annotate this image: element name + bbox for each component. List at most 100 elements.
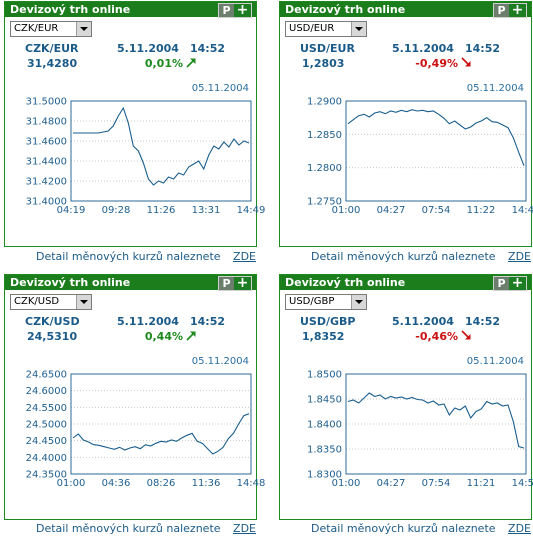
- logo-plus-icon: +: [509, 3, 526, 17]
- widget-usd-eur: Devizový trh online P + USD/EUR USD/EUR …: [279, 1, 533, 247]
- y-tick-label: 1.8500: [307, 370, 342, 381]
- series-line: [73, 106, 250, 186]
- logo-plus-icon: +: [234, 3, 251, 17]
- x-tick-label: 01:00: [57, 478, 86, 489]
- trend-arrow-icon: [186, 331, 196, 341]
- y-tick-label: 1.8350: [307, 445, 342, 456]
- logo: P +: [493, 3, 527, 18]
- x-tick-label: 04:27: [377, 478, 406, 489]
- widget-header: Devizový trh online P +: [5, 275, 256, 291]
- pair-label: CZK/EUR: [25, 42, 79, 55]
- currency-select[interactable]: CZK/EUR: [10, 21, 92, 37]
- y-tick-label: 31.4200: [26, 177, 67, 188]
- logo: P +: [218, 276, 252, 291]
- rate-value: 31,4280: [27, 57, 78, 70]
- logo-p-icon: P: [494, 277, 509, 290]
- trend-arrow-icon: [461, 57, 471, 67]
- currency-select[interactable]: USD/EUR: [285, 21, 367, 37]
- price-chart: 31.5000 31.4800 31.4600 31.4400 31.4200 31.40…: [26, 97, 266, 217]
- quote-date: 5.11.2004: [392, 42, 454, 55]
- chart-date: 05.11.2004: [466, 83, 524, 94]
- y-tick-label: 31.4400: [26, 157, 67, 168]
- series-line: [347, 109, 525, 166]
- y-tick-label: 1.8400: [307, 420, 342, 431]
- detail-text: Detail měnových kurzů naleznete: [36, 522, 221, 535]
- change-value: 0,44%: [144, 330, 183, 343]
- x-tick-label: 11:36: [192, 478, 221, 489]
- pair-label: USD/GBP: [300, 315, 356, 328]
- plot-frame: [345, 373, 527, 475]
- change-value: 0,01%: [144, 57, 183, 70]
- quote-time: 14:52: [190, 42, 226, 55]
- series-line: [72, 413, 250, 455]
- chevron-down-icon[interactable]: [351, 22, 366, 36]
- pair-label: USD/EUR: [300, 42, 355, 55]
- chevron-down-icon[interactable]: [351, 295, 366, 309]
- y-tick-label: 24.5500: [26, 403, 67, 414]
- trend-arrow-icon: [461, 330, 471, 340]
- x-tick-label: 01:00: [332, 478, 361, 489]
- x-tick-label: 04:19: [57, 205, 86, 216]
- chevron-down-icon[interactable]: [76, 295, 91, 309]
- series-line: [347, 392, 525, 449]
- widget-title: Devizový trh online: [10, 3, 131, 16]
- currency-select[interactable]: CZK/USD: [10, 294, 92, 310]
- detail-link[interactable]: ZDE: [233, 250, 256, 263]
- x-tick-label: 13:31: [192, 205, 221, 216]
- chart-date: 05.11.2004: [466, 356, 524, 367]
- trend-arrow-icon: [186, 58, 196, 68]
- x-tick-label: 11:21: [467, 478, 496, 489]
- price-chart: 24.6500 24.6000 24.5500 24.5000 24.4500 24.40…: [26, 370, 266, 490]
- plot-frame: [70, 373, 252, 475]
- x-tick-label: 09:28: [102, 205, 131, 216]
- x-tick-label: 11:26: [147, 205, 176, 216]
- y-tick-label: 31.4000: [26, 197, 67, 208]
- y-tick-label: 24.6500: [26, 370, 67, 381]
- detail-text: Detail měnových kurzů naleznete: [36, 250, 221, 263]
- widget-header: Devizový trh online P +: [280, 2, 531, 18]
- logo: P +: [218, 3, 252, 18]
- quote-date: 5.11.2004: [392, 315, 454, 328]
- rate-value: 1,2803: [302, 57, 345, 70]
- detail-line-1: Detail měnových kurzů naleznete ZDE: [36, 250, 256, 263]
- detail-text: Detail měnových kurzů naleznete: [311, 522, 496, 535]
- change-value: -0,46%: [415, 330, 458, 343]
- widget-usd-gbp: Devizový trh online P + USD/GBP USD/GBP …: [279, 274, 533, 520]
- currency-select-value: USD/EUR: [289, 23, 335, 34]
- detail-text: Detail měnových kurzů naleznete: [311, 250, 496, 263]
- plot-frame: [345, 100, 527, 202]
- x-tick-label: 01:00: [332, 205, 361, 216]
- x-tick-label: 14:50: [512, 478, 533, 489]
- currency-select[interactable]: USD/GBP: [285, 294, 367, 310]
- detail-line-4: Detail měnových kurzů naleznete ZDE: [311, 522, 531, 535]
- widget-title: Devizový trh online: [285, 276, 406, 289]
- y-tick-label: 24.3500: [26, 470, 67, 481]
- y-tick-label: 1.8300: [307, 470, 342, 481]
- widget-title: Devizový trh online: [285, 3, 406, 16]
- logo: P +: [493, 276, 527, 291]
- y-tick-label: 24.6000: [26, 386, 67, 397]
- y-tick-label: 1.2850: [307, 130, 342, 141]
- y-tick-label: 31.5000: [26, 97, 67, 108]
- widget-header: Devizový trh online P +: [5, 2, 256, 18]
- y-tick-label: 24.5000: [26, 420, 67, 431]
- x-tick-label: 14:48: [512, 205, 533, 216]
- logo-p-icon: P: [494, 4, 509, 17]
- detail-link[interactable]: ZDE: [233, 522, 256, 535]
- currency-select-value: CZK/EUR: [14, 23, 59, 34]
- chevron-down-icon[interactable]: [76, 22, 91, 36]
- detail-link[interactable]: ZDE: [508, 522, 531, 535]
- quote-date: 5.11.2004: [117, 42, 179, 55]
- logo-p-icon: P: [219, 4, 234, 17]
- detail-line-2: Detail měnových kurzů naleznete ZDE: [311, 250, 531, 263]
- x-tick-label: 07:54: [422, 205, 451, 216]
- x-tick-label: 07:54: [422, 478, 451, 489]
- y-tick-label: 1.2900: [307, 97, 342, 108]
- pair-label: CZK/USD: [25, 315, 80, 328]
- detail-link[interactable]: ZDE: [508, 250, 531, 263]
- currency-select-value: CZK/USD: [14, 296, 60, 307]
- y-tick-label: 31.4800: [26, 117, 67, 128]
- rate-value: 1,8352: [302, 330, 345, 343]
- widget-czk-usd: Devizový trh online P + CZK/USD CZK/USD …: [4, 274, 266, 520]
